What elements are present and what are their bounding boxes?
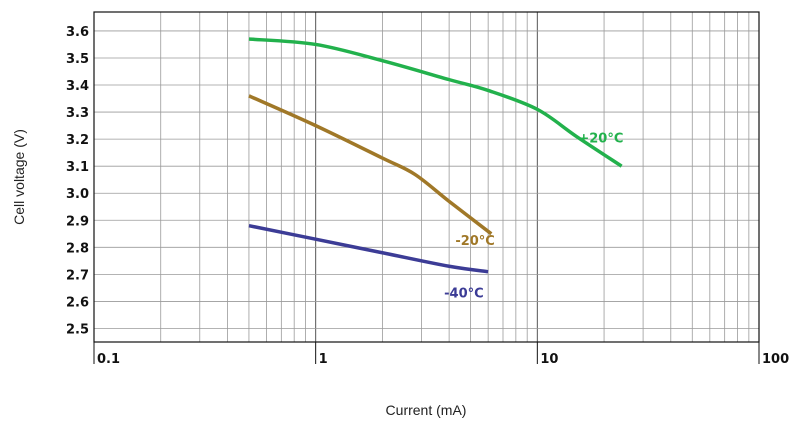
y-tick-label: 3.0 [66, 187, 89, 202]
series-labels: +20°C -20°C -40°C [444, 131, 623, 301]
x-axis-title: Current (mA) [386, 402, 467, 418]
plot-frame [93, 11, 760, 343]
series-line [248, 37, 623, 168]
grid [94, 12, 759, 342]
x-tick-label: 100 [762, 352, 789, 367]
y-tick-label: 2.7 [66, 268, 89, 283]
y-tick-label: 2.6 [66, 295, 89, 310]
y-axis-title: Cell voltage (V) [11, 129, 27, 225]
y-tick-label: 3.3 [66, 106, 89, 121]
series-label: -20°C [455, 234, 495, 249]
y-tick-label: 3.2 [66, 133, 89, 148]
tick-labels: 2.5 2.6 2.7 2.8 2.9 3.0 3.1 3.2 3.3 3.4 3.5 3.6 0.1 1… [66, 25, 789, 367]
series-label: +20°C [578, 131, 623, 146]
series-lines [248, 37, 623, 274]
y-tick-label: 3.6 [66, 25, 89, 40]
x-tick-label: 10 [540, 352, 558, 367]
y-tick-label: 2.8 [66, 241, 89, 256]
series-label: -40°C [444, 287, 484, 302]
y-tick-label: 3.4 [66, 79, 89, 94]
series-line [248, 223, 489, 274]
x-tick-label: 0.1 [97, 352, 120, 367]
y-tick-label: 3.5 [66, 52, 89, 67]
y-tick-label: 3.1 [66, 160, 89, 175]
y-tick-label: 2.5 [66, 322, 89, 337]
x-tick-label: 1 [319, 352, 328, 367]
series-line [248, 94, 493, 236]
y-tick-label: 2.9 [66, 214, 89, 229]
